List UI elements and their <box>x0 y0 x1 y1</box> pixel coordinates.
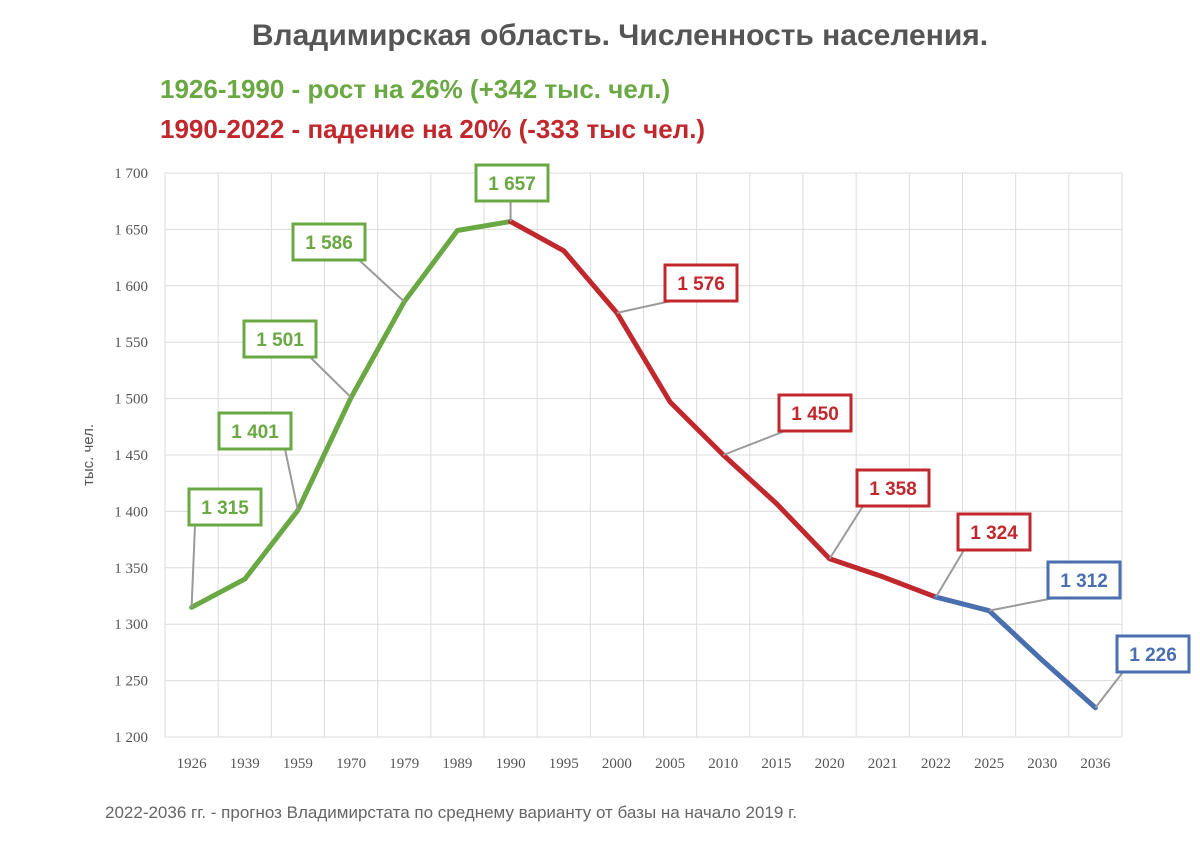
data-label: 1 324 <box>970 523 1018 544</box>
y-ticks: 1 200 1 250 1 300 1 350 1 400 1 450 1 500 1 550… <box>114 166 148 746</box>
x-tick-label: 2036 <box>1080 756 1111 772</box>
leader-line <box>358 259 405 303</box>
x-tick-label: 2005 <box>655 756 685 772</box>
y-tick-label: 1 600 <box>114 279 148 295</box>
y-tick-label: 1 250 <box>114 674 148 690</box>
data-label: 1 226 <box>1129 645 1177 666</box>
x-tick-label: 2025 <box>974 756 1004 772</box>
x-tick-label: 2030 <box>1027 756 1057 772</box>
y-axis-label: тыс. чел. <box>80 424 97 486</box>
data-label-box <box>663 263 739 303</box>
data-label-box <box>291 222 367 262</box>
footnote: 2022-2036 гг. - прогноз Владимирстата по… <box>105 803 797 822</box>
data-label: 1 358 <box>869 479 917 500</box>
y-tick-label: 1 400 <box>114 504 148 520</box>
data-label: 1 315 <box>201 498 249 519</box>
x-tick-label: 2022 <box>921 756 951 772</box>
y-tick-label: 1 550 <box>114 335 148 351</box>
subtitle-growth: 1926-1990 - рост на 26% (+342 тыс. чел.) <box>160 74 670 104</box>
data-label-box <box>474 163 550 203</box>
data-label-box <box>1115 634 1191 674</box>
x-tick-label: 2000 <box>602 756 632 772</box>
y-tick-label: 1 700 <box>114 166 148 182</box>
x-tick-label: 1970 <box>336 756 366 772</box>
leader-line <box>1094 671 1124 709</box>
y-tick-label: 1 650 <box>114 222 148 238</box>
data-label-box <box>242 319 318 359</box>
data-label: 1 657 <box>488 174 536 195</box>
y-tick-label: 1 500 <box>114 392 148 408</box>
leader-line <box>722 430 786 456</box>
data-label-box <box>217 411 293 451</box>
data-label: 1 312 <box>1060 571 1108 592</box>
x-tick-label: 2010 <box>708 756 738 772</box>
x-tick-label: 1990 <box>496 756 526 772</box>
x-ticks: 1926 1939 1959 1970 1979 1989 1990 1995 2000 2005… <box>177 756 1111 772</box>
x-tick-label: 1995 <box>549 756 579 772</box>
leader-line <box>828 505 864 560</box>
data-label-box <box>1046 560 1122 600</box>
x-tick-label: 1989 <box>442 756 472 772</box>
x-tick-label: 1979 <box>389 756 419 772</box>
y-tick-label: 1 350 <box>114 561 148 577</box>
x-tick-label: 2020 <box>815 756 845 772</box>
y-tick-label: 1 300 <box>114 617 148 633</box>
leader-line <box>616 300 672 314</box>
leader-line <box>309 356 352 399</box>
y-tick-label: 1 200 <box>114 730 148 746</box>
leader-line <box>284 448 299 511</box>
data-label: 1 576 <box>677 274 725 295</box>
x-tick-label: 2015 <box>761 756 791 772</box>
x-tick-label: 1926 <box>177 756 208 772</box>
data-label: 1 450 <box>791 404 839 425</box>
x-tick-label: 1959 <box>283 756 313 772</box>
leader-line <box>190 524 196 608</box>
leader-line <box>935 549 965 598</box>
data-label: 1 586 <box>305 233 353 254</box>
annotation-labels: 1 315 1 401 1 501 1 586 1 657 1 576 1 450 1 358… <box>187 163 1191 674</box>
chart-title: Владимирская область. Численность населе… <box>252 19 988 52</box>
data-label-box <box>777 393 853 433</box>
leader-line <box>988 597 1055 612</box>
x-tick-label: 2021 <box>868 756 898 772</box>
series-line-forecast <box>933 594 1098 711</box>
data-label: 1 501 <box>256 330 304 351</box>
data-label: 1 401 <box>231 422 279 443</box>
series-line-growth <box>189 219 514 610</box>
data-label-box <box>187 487 263 527</box>
annotation-leaders <box>190 201 1124 709</box>
y-tick-label: 1 450 <box>114 448 148 464</box>
subtitle-decline: 1990-2022 - падение на 20% (-333 тыс чел… <box>160 114 705 144</box>
x-tick-label: 1939 <box>230 756 260 772</box>
data-label-box <box>956 512 1032 552</box>
data-label-box <box>855 468 931 508</box>
